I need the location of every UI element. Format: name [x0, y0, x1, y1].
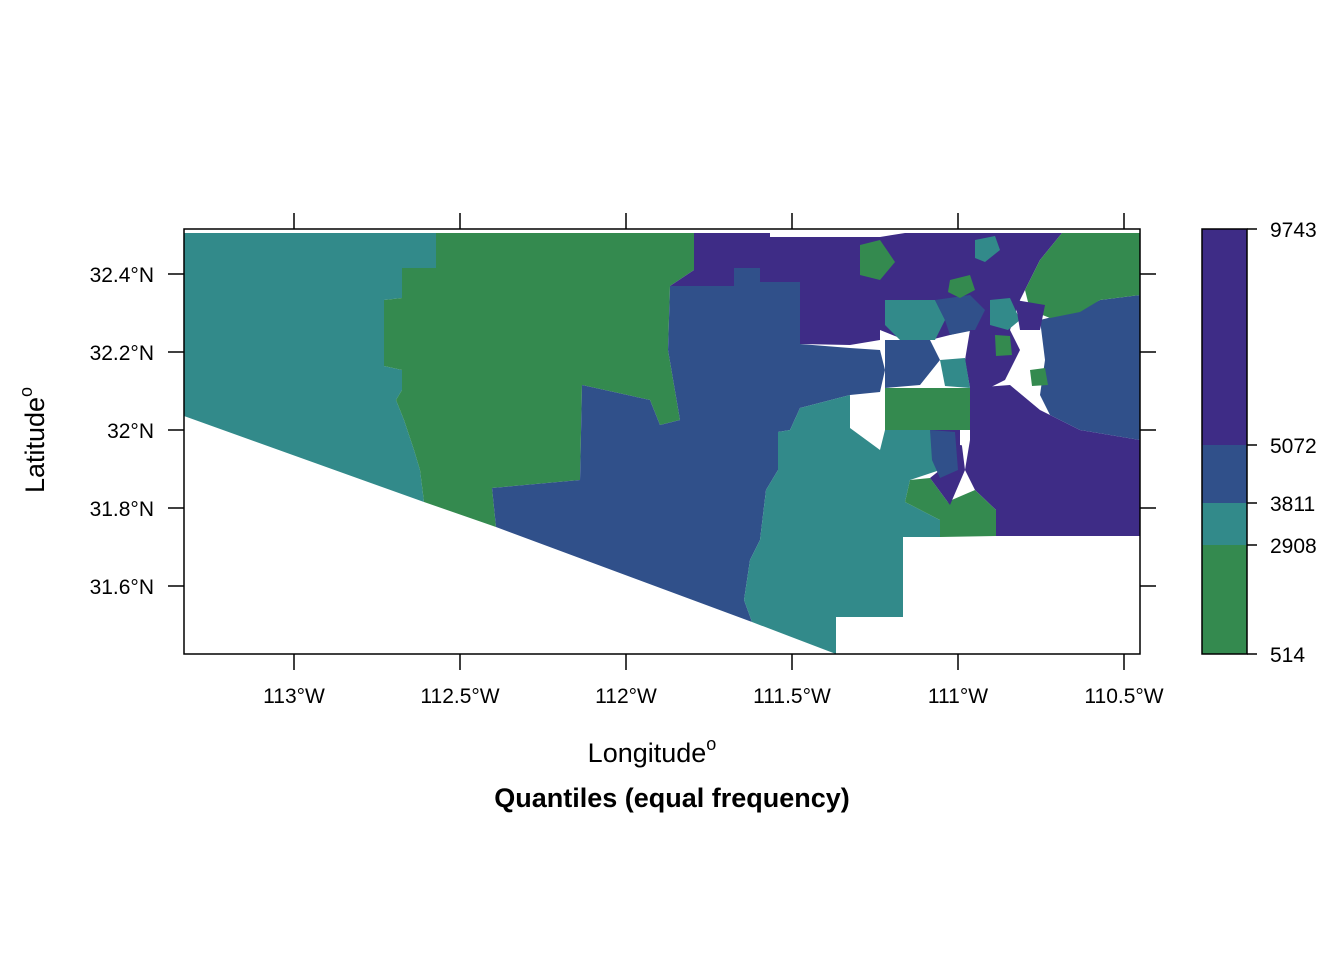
x-tick-labels: 113°W 112.5°W 112°W 111.5°W 111°W 110.5°…	[263, 685, 1164, 708]
region-south-teal	[744, 395, 940, 654]
legend-frame	[1201, 228, 1248, 655]
right-ticks	[1140, 273, 1156, 587]
region-hole	[960, 430, 968, 446]
x-tick-label: 112°W	[595, 685, 657, 708]
region-east-purple	[965, 385, 1140, 536]
urban-teal-2	[990, 298, 1020, 330]
urban-blue-1	[935, 295, 985, 335]
y-axis-title: Latitudeo	[16, 387, 50, 493]
x-tick-label: 111°W	[928, 685, 988, 708]
y-tick-label: 31.8°N	[90, 498, 154, 521]
region-central-blue	[492, 268, 885, 622]
legend-swatch-class2	[1202, 503, 1247, 545]
y-tick-label: 31.6°N	[90, 576, 154, 599]
y-tick-labels: 32.4°N 32.2°N 32°N 31.8°N 31.6°N	[90, 264, 154, 599]
y-tick-label: 32.2°N	[90, 342, 154, 365]
legend-swatch-class4	[1202, 229, 1247, 445]
region-west-teal	[184, 233, 436, 502]
x-tick-label: 110.5°W	[1084, 685, 1163, 708]
y-tick-label: 32°N	[107, 420, 154, 443]
x-tick-label: 111.5°W	[753, 685, 831, 708]
top-ticks	[293, 213, 1125, 229]
urban-green-3	[860, 240, 895, 280]
y-tick-label: 32.4°N	[90, 264, 154, 287]
left-ticks	[168, 273, 184, 587]
map-frame	[183, 228, 1141, 655]
region-northeast-green	[1025, 233, 1140, 318]
urban-green-2	[995, 335, 1012, 356]
legend-break-label: 2908	[1270, 535, 1317, 558]
bottom-ticks	[293, 654, 1125, 670]
urban-green-1	[948, 275, 975, 298]
urban-purple-2	[1015, 300, 1045, 330]
x-tick-label: 112.5°W	[420, 685, 499, 708]
urban-teal-3	[940, 358, 970, 388]
legend-break-label: 514	[1270, 644, 1305, 667]
legend-break-label: 5072	[1270, 435, 1317, 458]
region-south-green-2	[905, 478, 950, 520]
legend-colorbar: 9743 5072 3811 2908 514	[1201, 219, 1317, 667]
region-west-green	[384, 233, 694, 527]
urban-green-4	[1030, 368, 1048, 386]
region-south-green-1	[940, 490, 996, 537]
x-tick-label: 113°W	[263, 685, 325, 708]
urban-purple-1	[965, 330, 1020, 390]
urban-blue-2	[885, 340, 940, 388]
region-green-rect	[885, 388, 970, 430]
urban-teal-1	[885, 300, 945, 340]
map-regions	[184, 233, 1140, 654]
map-title: Quantiles (equal frequency)	[494, 783, 850, 813]
legend-swatch-class1	[1202, 545, 1247, 654]
legend-ticks	[1247, 228, 1257, 655]
region-south-blue	[930, 430, 958, 478]
region-east-blue	[1040, 295, 1140, 440]
urban-teal-4	[975, 236, 1000, 262]
legend-swatch-class3	[1202, 445, 1247, 503]
legend-break-label: 9743	[1270, 219, 1317, 242]
legend-break-label: 3811	[1270, 493, 1315, 516]
x-axis-title: Longitudeo	[588, 734, 717, 768]
